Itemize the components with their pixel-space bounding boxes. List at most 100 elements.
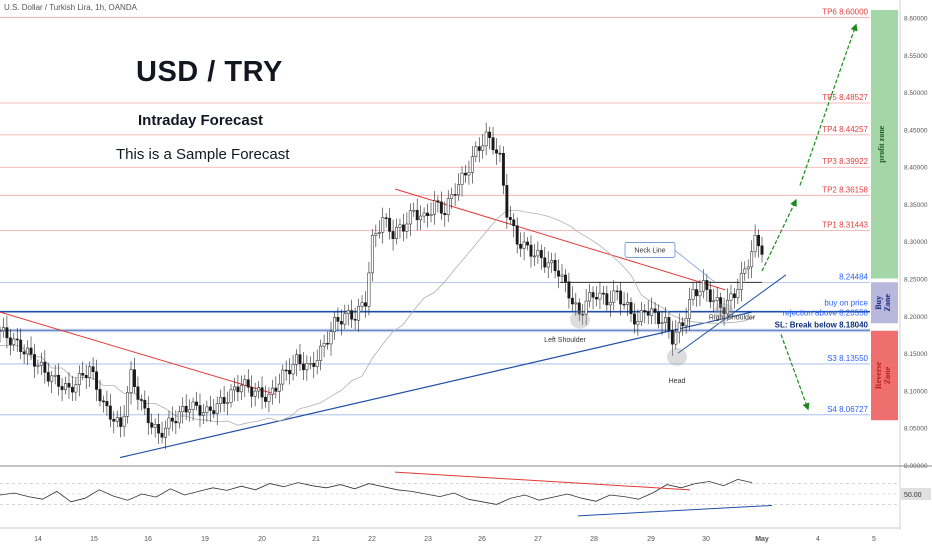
candle <box>19 328 23 360</box>
zone-label: profit zone <box>877 125 886 162</box>
candle <box>522 231 526 261</box>
forecast-arrow <box>780 334 810 411</box>
candle-body <box>370 235 374 274</box>
candle <box>233 377 236 402</box>
candle <box>219 389 223 413</box>
candle-body <box>577 302 581 315</box>
candle <box>581 304 585 325</box>
candle <box>15 327 19 352</box>
candle <box>222 385 226 413</box>
candle <box>133 357 136 394</box>
candle-body <box>481 145 485 151</box>
candle-body <box>150 422 154 428</box>
candle <box>598 281 602 310</box>
candle <box>695 282 698 307</box>
candle-body <box>301 363 305 371</box>
annotation-label: Head <box>669 378 686 385</box>
y-tick-label: 8.05000 <box>904 426 928 433</box>
rsi-value-box <box>901 488 931 500</box>
candle-body <box>526 241 529 246</box>
candle-body <box>243 379 247 386</box>
candle-body <box>174 421 178 424</box>
candle-body <box>426 212 429 216</box>
candle <box>164 420 167 450</box>
candle-body <box>284 369 288 372</box>
candle <box>564 268 567 293</box>
candle <box>405 212 409 239</box>
neckline-callout-box <box>624 242 676 258</box>
candle-body <box>288 369 292 375</box>
candle <box>181 397 185 424</box>
candle-body <box>381 217 385 233</box>
candle <box>101 395 105 413</box>
candle-body <box>605 293 609 306</box>
candle-body <box>319 345 323 361</box>
candle <box>553 252 557 279</box>
candle-body <box>470 156 474 173</box>
candle <box>105 390 109 416</box>
candle <box>512 213 516 238</box>
candle-body <box>464 172 467 176</box>
x-tick-label: 22 <box>368 536 376 543</box>
candle-body <box>184 406 188 413</box>
candle-body <box>657 312 661 324</box>
candle <box>664 306 667 333</box>
candle-body <box>167 417 171 429</box>
candle-body <box>212 410 216 414</box>
candle <box>632 303 636 334</box>
candle <box>460 166 464 197</box>
candle-body <box>170 417 174 422</box>
candle <box>729 284 733 311</box>
forecast-note: This is a Sample Forecast <box>116 146 290 163</box>
candle-body <box>667 317 671 331</box>
candle <box>36 359 40 375</box>
candle-body <box>201 412 205 416</box>
candle <box>12 332 16 352</box>
candle <box>688 287 692 331</box>
candle <box>698 279 702 306</box>
candle-body <box>405 223 409 232</box>
candle <box>701 269 705 299</box>
candle <box>446 190 450 223</box>
candle <box>505 173 509 229</box>
candle-body <box>650 308 654 316</box>
candle <box>157 413 161 444</box>
candle <box>198 393 202 428</box>
candle <box>715 287 719 312</box>
candle-body <box>622 303 626 306</box>
candle <box>312 351 316 379</box>
candle-body <box>712 300 716 303</box>
candle-body <box>74 384 78 393</box>
candle-body <box>77 373 81 385</box>
candle <box>64 376 67 395</box>
level-label: 8.24484 <box>839 272 868 281</box>
pattern-marker <box>570 310 590 329</box>
candle-body <box>295 354 298 365</box>
candle-body <box>412 209 416 212</box>
y-tick-label: 8.35000 <box>904 202 928 209</box>
candle <box>329 321 333 356</box>
x-tick-label: May <box>755 536 769 543</box>
candle <box>622 292 626 310</box>
level-label: S4 8.06727 <box>827 405 868 414</box>
candle-body <box>129 369 133 393</box>
candle-body <box>608 301 612 306</box>
candle <box>591 286 595 310</box>
neckline-callout-pointer <box>674 250 716 283</box>
candle <box>439 191 443 220</box>
x-tick-label: 5 <box>872 536 876 543</box>
y-tick-label: 8.50000 <box>904 90 928 97</box>
candle-body <box>708 289 712 303</box>
candle <box>436 195 440 213</box>
candle-body <box>615 290 619 293</box>
candle <box>495 138 498 165</box>
candle <box>619 281 623 316</box>
candle <box>595 286 598 307</box>
y-tick-label: 8.45000 <box>904 127 928 134</box>
candle <box>415 198 419 231</box>
candle-body <box>36 364 40 367</box>
level-label: S3 8.13550 <box>827 354 868 363</box>
candle-body <box>601 292 605 295</box>
x-tick-label: 28 <box>590 536 598 543</box>
